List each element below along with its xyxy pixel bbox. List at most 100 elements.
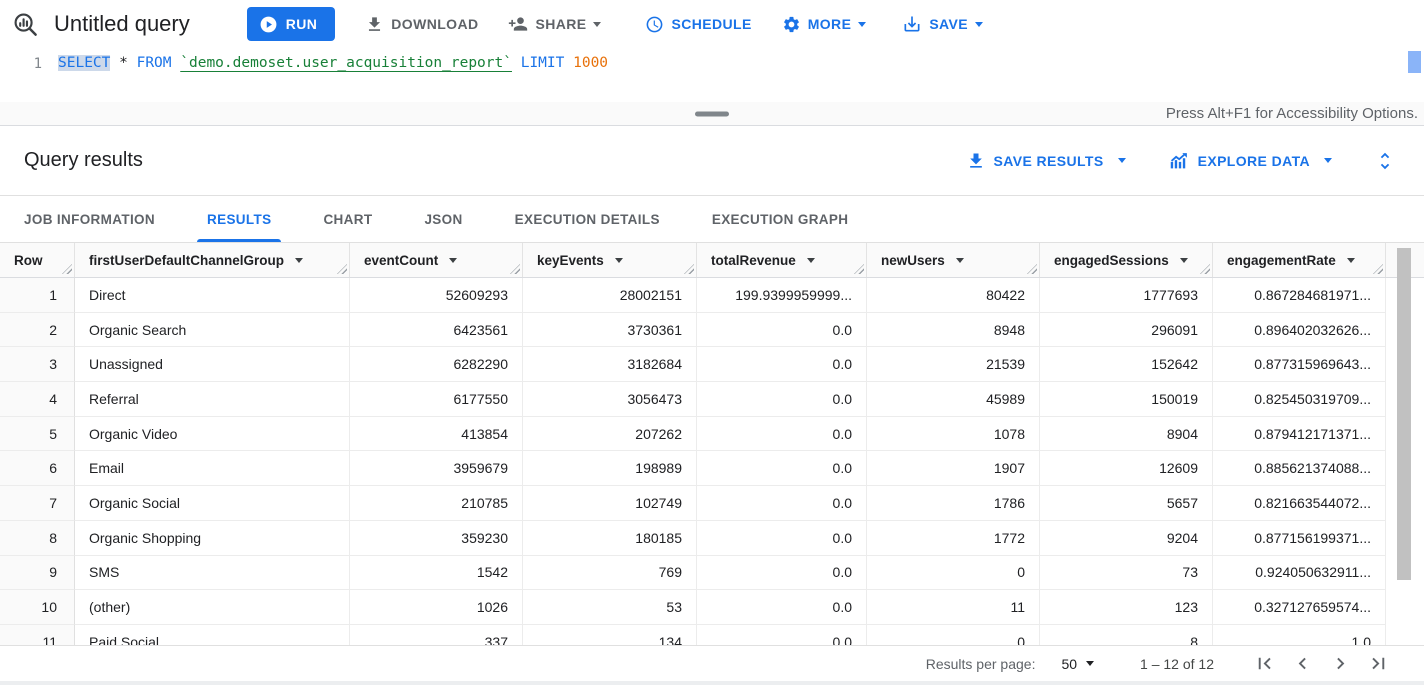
cell-firstUserDefaultChannelGroup: Referral [75,382,350,417]
table-horizontal-scrollbar[interactable] [0,681,1424,685]
column-menu-caret-icon[interactable] [1346,257,1355,263]
cell-Row: 4 [0,382,75,417]
column-resize-grip[interactable] [337,264,347,274]
explore-data-button[interactable]: EXPLORE DATA [1168,150,1332,172]
cell-keyEvents: 180185 [523,520,697,556]
sql-token: LIMIT [520,55,565,71]
cell-totalRevenue: 0.0 [697,416,867,452]
download-button[interactable]: DOWNLOAD [365,15,478,34]
cell-engagementRate: 0.877156199371... [1213,520,1386,556]
table-row: 6 Email 3959679 198989 0.0 1907 12609 0.8856213… [0,451,1424,487]
column-label: keyEvents [537,252,604,268]
explore-data-label: EXPLORE DATA [1197,152,1310,169]
more-button[interactable]: MORE [782,15,867,34]
sql-token: SELECT [58,55,111,71]
results-tabs: JOB INFORMATION RESULTS CHART JSON EXECUTION… [0,196,1424,243]
column-resize-grip[interactable] [62,264,72,274]
sql-token [128,55,137,71]
editor-scrollbar-thumb[interactable] [1408,51,1421,73]
run-button[interactable]: RUN [246,7,336,41]
column-resize-grip[interactable] [1200,264,1210,274]
cell-firstUserDefaultChannelGroup: Organic Shopping [75,520,350,556]
tab-results[interactable]: RESULTS [181,196,297,242]
column-resize-grip[interactable] [510,264,520,274]
schedule-button[interactable]: SCHEDULE [645,15,751,34]
query-title[interactable]: Untitled query [54,11,190,36]
play-circle-icon [259,15,278,34]
first-page-button[interactable] [1252,652,1276,676]
tab-chart[interactable]: CHART [323,211,373,227]
sql-token [512,55,521,71]
cell-engagementRate: 0.877315969643... [1213,347,1386,383]
cell-Row: 5 [0,416,75,452]
column-label: newUsers [881,252,945,268]
collapse-panel-button[interactable] [1374,150,1396,172]
table-scrollbar-thumb[interactable] [1397,248,1411,580]
schedule-button-label: SCHEDULE [671,16,752,32]
save-icon [902,14,922,34]
cell-newUsers: 21539 [867,347,1040,383]
download-icon [365,15,384,34]
cell-newUsers: 80422 [867,278,1040,313]
cell-Row: 3 [0,347,75,383]
panel-resize-handle[interactable] [695,111,729,116]
pager-controls [1252,652,1390,676]
save-button[interactable]: SAVE [902,14,983,34]
chevron-down-icon [858,21,867,27]
results-pagination-bar: Results per page: 50 1 – 12 of 12 [0,645,1424,681]
cell-firstUserDefaultChannelGroup: Paid Social [75,624,350,645]
previous-page-icon [1298,657,1306,670]
header-cell-firstUserDefaultChannelGroup: firstUserDefaultChannelGroup [75,243,350,277]
cell-engagedSessions: 150019 [1040,382,1213,417]
sql-token [110,55,119,71]
share-button[interactable]: SHARE [508,14,602,34]
sql-token[interactable]: `demo.demoset.user_acquisition_report` [180,55,512,71]
share-button-label: SHARE [535,16,587,32]
chevron-down-icon [1117,158,1126,163]
cell-engagementRate: 0.867284681971... [1213,278,1386,313]
column-resize-grip[interactable] [1027,264,1037,274]
column-resize-grip[interactable] [684,264,694,274]
header-cell-Row: Row [0,243,75,277]
column-menu-caret-icon[interactable] [295,257,304,263]
tab-execution-details[interactable]: EXECUTION DETAILS [514,211,660,227]
sql-editor[interactable]: 1 SELECT * FROM `demo.demoset.user_acqui… [0,48,1424,102]
column-resize-grip[interactable] [854,264,864,274]
cell-engagedSessions: 8 [1040,624,1213,645]
last-page-button[interactable] [1366,652,1390,676]
next-page-icon [1336,657,1344,670]
editor-line-number: 1 [33,56,42,72]
next-page-button[interactable] [1328,652,1352,676]
column-menu-caret-icon[interactable] [1179,257,1188,263]
tab-json[interactable]: JSON [424,211,463,227]
tab-execution-graph[interactable]: EXECUTION GRAPH [711,211,849,227]
table-row: 1 Direct 52609293 28002151 199.9399959999...… [0,278,1424,313]
column-menu-caret-icon[interactable] [955,257,964,263]
table-scrollbar[interactable] [1397,248,1411,640]
save-results-button[interactable]: SAVE RESULTS [966,151,1126,171]
cell-newUsers: 1772 [867,520,1040,556]
cell-newUsers: 8948 [867,312,1040,348]
results-per-page-label: Results per page: [925,655,1036,672]
cell-firstUserDefaultChannelGroup: Organic Search [75,312,350,348]
column-menu-caret-icon[interactable] [806,257,815,263]
cell-newUsers: 0 [867,624,1040,645]
cell-totalRevenue: 0.0 [697,451,867,487]
table-body: 1 Direct 52609293 28002151 199.9399959999...… [0,278,1424,645]
column-resize-grip[interactable] [1373,264,1383,274]
chevron-down-icon [975,21,983,27]
column-menu-caret-icon[interactable] [614,257,623,263]
previous-page-button[interactable] [1290,652,1314,676]
cell-keyEvents: 207262 [523,416,697,452]
cell-keyEvents: 198989 [523,451,697,487]
tab-job-information[interactable]: JOB INFORMATION [24,211,155,227]
cell-engagementRate: 1.0 [1213,624,1386,645]
column-label: engagementRate [1227,252,1336,268]
cell-firstUserDefaultChannelGroup: Organic Video [75,416,350,452]
sql-code-line[interactable]: SELECT * FROM `demo.demoset.user_acquisi… [58,48,608,102]
cell-keyEvents: 28002151 [523,278,697,313]
table-header-row: Row firstUserDefaultChannelGroup eventCoun… [0,243,1424,278]
column-menu-caret-icon[interactable] [449,257,458,263]
page-size-select[interactable]: 50 [1061,656,1095,672]
